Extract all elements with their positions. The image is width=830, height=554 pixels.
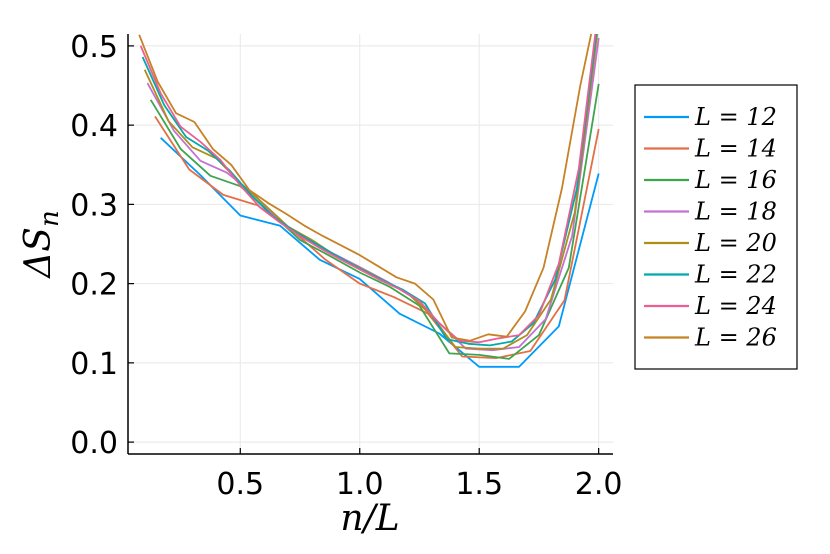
y-axis-label: ΔSn bbox=[18, 210, 65, 279]
y-tick-label-1: 0.1 bbox=[70, 347, 118, 382]
y-tick-label-2: 0.2 bbox=[70, 268, 118, 303]
y-tick-label-5: 0.5 bbox=[70, 30, 118, 65]
legend-label-1: L = 14 bbox=[694, 135, 777, 163]
series-line-2 bbox=[149, 83, 600, 360]
x-tick-label-2: 1.5 bbox=[455, 467, 503, 502]
series-line-0 bbox=[160, 137, 600, 368]
series-line-3 bbox=[146, 37, 600, 352]
legend-label-0: L = 12 bbox=[694, 103, 777, 131]
axes bbox=[127, 34, 613, 455]
legend-label-3: L = 18 bbox=[694, 198, 777, 226]
y-tick-label-4: 0.4 bbox=[70, 109, 118, 144]
series-line-6 bbox=[139, 34, 597, 344]
legend-label-4: L = 20 bbox=[694, 229, 777, 257]
series-line-7 bbox=[138, 34, 593, 342]
legend: L = 12 L = 14 L = 16 L = 18 L = 20 L = 22 L = … bbox=[634, 84, 798, 370]
x-tick-label-3: 2.0 bbox=[575, 467, 623, 502]
y-tick-label-0: 0.0 bbox=[70, 426, 118, 461]
legend-box bbox=[634, 84, 798, 370]
series-line-1 bbox=[154, 115, 600, 360]
x-tick-label-1: 1.0 bbox=[336, 467, 384, 502]
axis-labels: n/L ΔSn bbox=[18, 210, 400, 539]
series-lines bbox=[138, 34, 600, 368]
grid-lines bbox=[128, 34, 613, 454]
legend-label-7: L = 26 bbox=[694, 324, 777, 352]
legend-label-6: L = 24 bbox=[694, 292, 777, 320]
series-line-5 bbox=[141, 34, 598, 347]
x-tick-label-0: 0.5 bbox=[216, 467, 264, 502]
y-tick-label-3: 0.3 bbox=[70, 188, 118, 223]
tick-labels: 0.5 1.0 1.5 2.0 0.0 0.1 0.2 0.3 0.4 0.5 bbox=[70, 30, 622, 502]
legend-label-5: L = 22 bbox=[694, 261, 777, 289]
legend-label-2: L = 16 bbox=[694, 166, 777, 194]
x-axis-label: n/L bbox=[340, 498, 399, 539]
